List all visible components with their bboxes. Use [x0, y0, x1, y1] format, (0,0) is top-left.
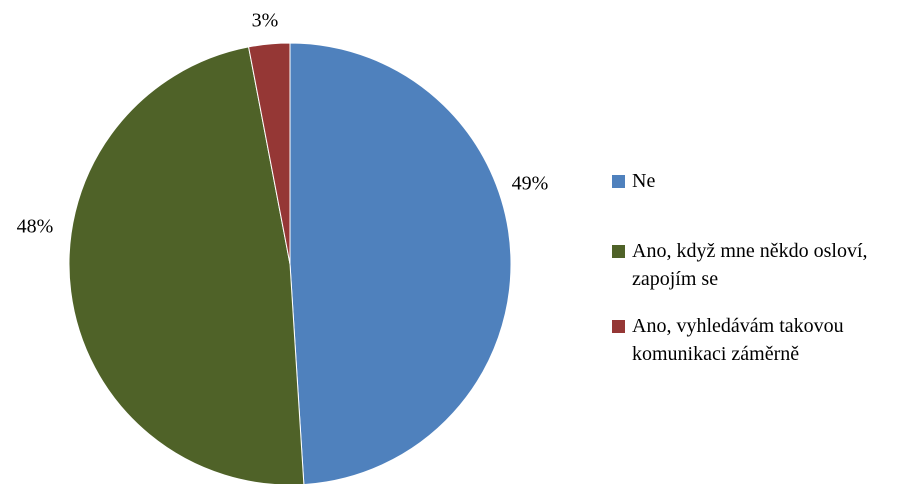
legend-swatch: [612, 175, 625, 188]
legend-label: Ne: [632, 170, 656, 192]
data-label: 3%: [252, 10, 279, 32]
legend-swatch: [612, 320, 625, 333]
data-label: 49%: [512, 173, 549, 195]
pie-slice: [289, 42, 512, 484]
pie-slice: [248, 42, 291, 265]
data-label: 48%: [17, 216, 54, 238]
pie-slice: [68, 46, 305, 484]
legend-item: Ne: [612, 167, 882, 195]
legend-item: Ano, vyhledávám takovou komunikaci záměr…: [612, 312, 882, 368]
legend-label: Ano, když mne někdo osloví, zapojím se: [632, 240, 868, 290]
legend-label: Ano, vyhledávám takovou komunikaci záměr…: [632, 315, 844, 365]
legend-item: Ano, když mne někdo osloví, zapojím se: [612, 237, 882, 293]
legend-swatch: [612, 245, 625, 258]
